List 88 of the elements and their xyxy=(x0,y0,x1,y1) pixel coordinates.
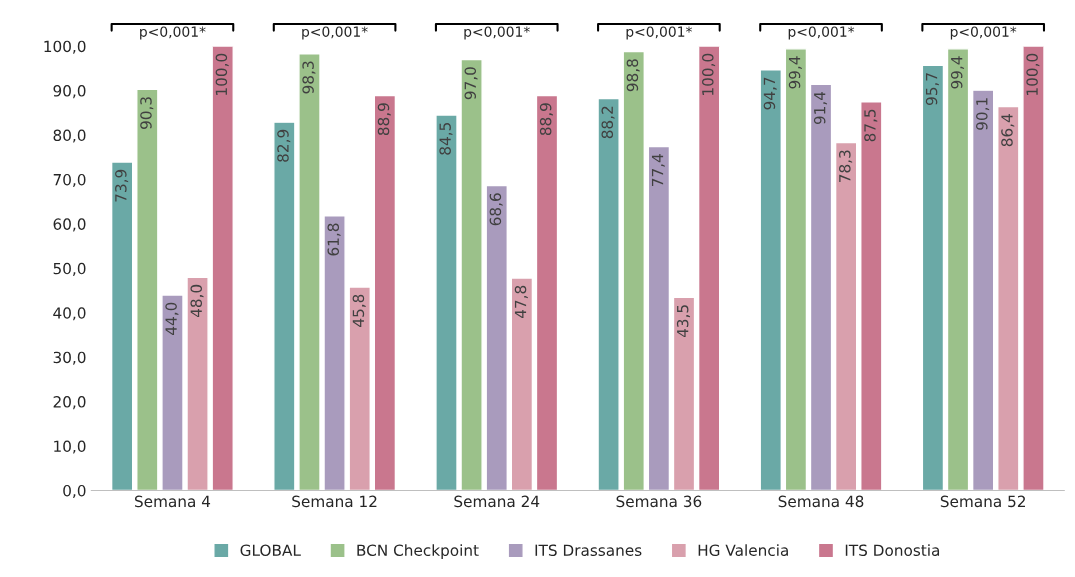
y-tick-label: 60,0 xyxy=(53,218,86,232)
bar xyxy=(485,184,508,491)
bar xyxy=(348,286,371,491)
x-tick-label: Semana 24 xyxy=(454,495,540,508)
bar xyxy=(921,64,945,491)
x-tick-label: Semana 4 xyxy=(134,495,211,508)
y-tick-label: 90,0 xyxy=(53,85,86,99)
text: p<0,001* xyxy=(788,26,855,40)
legend-label: ITS Donostia xyxy=(845,544,940,557)
bar xyxy=(186,276,209,491)
y-tick-label: 10,0 xyxy=(54,440,86,454)
data-label: 100,0 xyxy=(215,53,229,95)
bar xyxy=(535,94,559,491)
bar xyxy=(784,48,808,491)
y-tick-label: 50,0 xyxy=(53,262,86,276)
bar xyxy=(510,277,534,491)
text: p<0,001* xyxy=(626,26,693,40)
bar xyxy=(298,53,321,491)
data-label: 87,5 xyxy=(864,109,878,142)
data-label: 88,2 xyxy=(601,106,615,139)
legend-label: ITS Drassanes xyxy=(535,544,642,557)
data-label: 84,5 xyxy=(439,123,453,155)
data-label: 68,6 xyxy=(489,193,503,226)
y-tick-label: 30,0 xyxy=(53,351,86,365)
data-label: 61,8 xyxy=(327,223,341,256)
y-tick-label: 100,0 xyxy=(44,40,86,54)
data-label: 90,1 xyxy=(976,98,990,130)
bar xyxy=(460,58,483,491)
legend-label: HG Valencia xyxy=(698,544,788,557)
text: p<0,001* xyxy=(302,26,368,40)
bar xyxy=(373,94,397,491)
bar xyxy=(1022,46,1045,491)
bar xyxy=(273,121,296,491)
y-tick-label: 20,0 xyxy=(53,396,86,410)
data-label: 86,4 xyxy=(1001,114,1015,147)
bar xyxy=(110,161,134,491)
data-label: 47,8 xyxy=(514,285,528,319)
text: p<0,001* xyxy=(464,26,530,40)
text: p<0,001* xyxy=(140,26,206,40)
data-label: 48,0 xyxy=(190,284,204,318)
bar xyxy=(834,141,858,491)
data-label: 90,3 xyxy=(140,97,154,129)
bar xyxy=(809,83,833,491)
bar xyxy=(759,69,783,491)
bar xyxy=(435,114,458,491)
bar xyxy=(860,101,883,491)
x-tick-label: Semana 48 xyxy=(778,495,864,508)
legend-label: BCN Checkpoint xyxy=(357,544,479,559)
data-label: 91,4 xyxy=(813,91,828,125)
text: p<0,001* xyxy=(950,26,1017,40)
bar xyxy=(597,97,620,491)
data-label: 100,0 xyxy=(1026,53,1040,95)
data-label: 99,4 xyxy=(950,56,965,89)
bar xyxy=(323,215,346,491)
bar xyxy=(946,48,970,491)
data-label: 82,9 xyxy=(277,129,291,162)
data-label: 98,8 xyxy=(626,59,640,92)
bar xyxy=(672,296,696,491)
data-label: 97,0 xyxy=(464,67,478,100)
legend-label: GLOBAL xyxy=(240,544,301,557)
bar xyxy=(997,105,1020,491)
data-label: 99,4 xyxy=(788,56,802,89)
data-label: 78,3 xyxy=(839,150,853,182)
bar xyxy=(971,89,995,491)
bar xyxy=(211,46,234,491)
data-label: 100,0 xyxy=(702,53,716,95)
x-tick-label: Semana 12 xyxy=(292,495,377,508)
y-tick-label: 70,0 xyxy=(53,173,86,188)
data-label: 88,9 xyxy=(377,103,391,136)
data-label: 88,9 xyxy=(539,103,553,136)
bar xyxy=(136,88,159,491)
data-label: 77,4 xyxy=(651,154,665,186)
bar xyxy=(697,46,721,491)
y-tick-label: 40,0 xyxy=(53,307,86,321)
data-label: 43,5 xyxy=(676,305,691,338)
data-label: 98,3 xyxy=(302,61,316,94)
x-tick-label: Semana 52 xyxy=(940,495,1025,508)
x-tick-label: Semana 36 xyxy=(616,495,702,508)
data-label: 45,8 xyxy=(352,294,366,327)
data-label: 95,7 xyxy=(925,73,939,105)
data-label: 94,7 xyxy=(763,77,777,110)
data-label: 73,9 xyxy=(115,169,129,202)
data-label: 44,0 xyxy=(165,302,179,335)
y-tick-label: 0,0 xyxy=(63,484,86,499)
y-tick-label: 80,0 xyxy=(53,129,86,143)
bar xyxy=(622,50,645,491)
bar xyxy=(161,294,184,491)
bar xyxy=(647,145,671,491)
